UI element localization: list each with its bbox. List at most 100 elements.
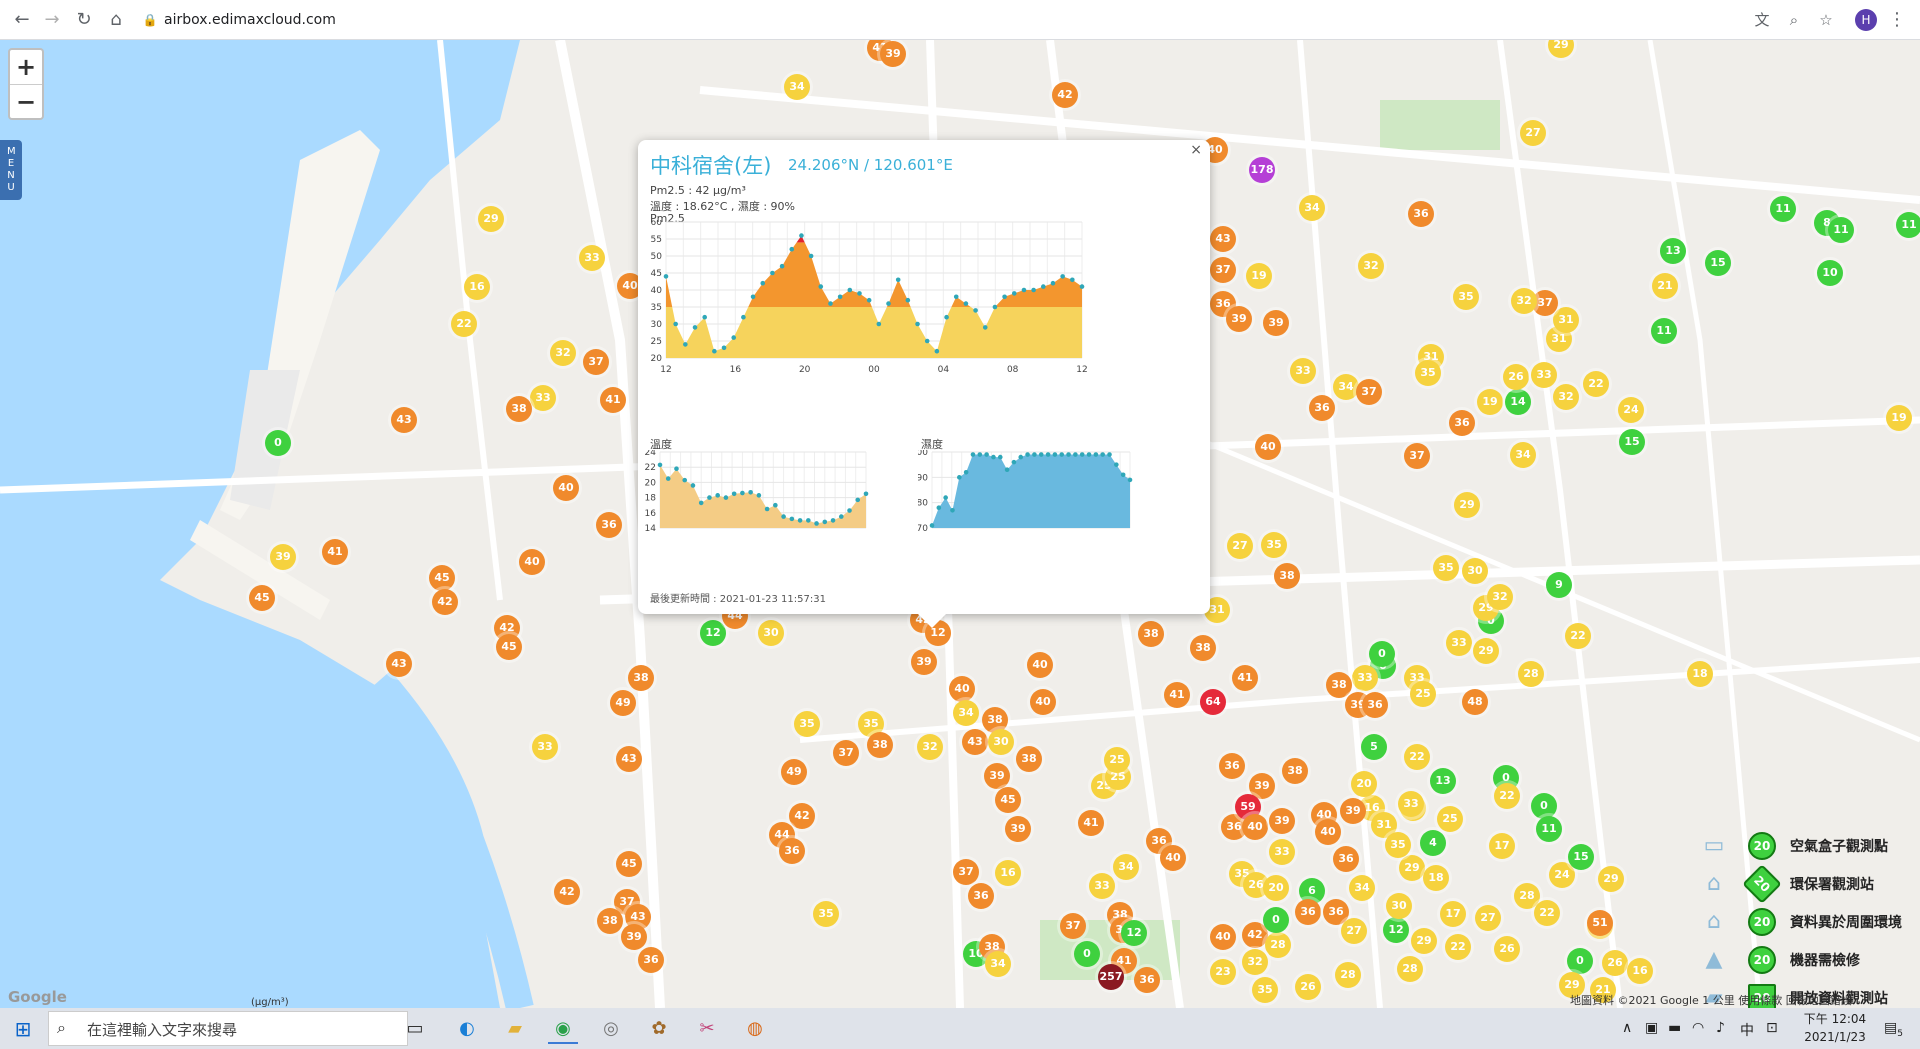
station-marker[interactable]: 37 [1210,257,1236,283]
station-marker[interactable]: 29 [1411,928,1437,954]
station-marker[interactable]: 49 [610,690,636,716]
station-marker[interactable]: 42 [554,879,580,905]
station-marker[interactable]: 29 [1399,855,1425,881]
station-marker[interactable]: 5 [1361,734,1387,760]
station-marker[interactable]: 36 [1210,291,1236,317]
station-marker[interactable]: 15 [1568,844,1594,870]
station-marker[interactable]: 38 [1190,635,1216,661]
address-bar[interactable]: 🔒 airbox.edimaxcloud.com [140,6,1760,34]
station-marker[interactable]: 25 [1410,681,1436,707]
station-marker[interactable]: 36 [968,883,994,909]
home-icon[interactable]: ⌂ [110,9,122,30]
station-marker[interactable]: 21 [1652,273,1678,299]
station-marker[interactable]: 22 [451,311,477,337]
station-marker[interactable]: 29 [1454,492,1480,518]
station-marker[interactable]: 33 [1269,839,1295,865]
station-marker[interactable]: 20 [1263,875,1289,901]
station-marker[interactable]: 34 [1113,854,1139,880]
station-marker[interactable]: 29 [1548,40,1574,58]
station-marker[interactable]: 17 [1440,901,1466,927]
station-marker[interactable]: 38 [1326,672,1352,698]
station-marker[interactable]: 0 [1263,907,1289,933]
station-marker[interactable]: 34 [784,74,810,100]
taskbar-search[interactable]: ⌕ 在這裡輸入文字來搜尋 [48,1011,408,1046]
station-marker[interactable]: 36 [1309,395,1335,421]
station-marker[interactable]: 39 [1005,816,1031,842]
edge-icon[interactable]: ◐ [459,1018,475,1039]
station-marker[interactable]: 11 [1536,816,1562,842]
station-marker[interactable]: 23 [1210,959,1236,985]
station-marker[interactable]: 36 [1362,692,1388,718]
volume-icon[interactable]: ♪ [1716,1020,1725,1036]
map-canvas[interactable]: + − MENU 41 39 34 42 40 178 27 29 33 40 16 22 32 37 41… [0,40,1920,1008]
station-marker[interactable]: 22 [1494,783,1520,809]
station-marker[interactable]: 48 [1462,689,1488,715]
station-marker[interactable]: 36 [1295,899,1321,925]
station-marker[interactable]: 33 [1446,630,1472,656]
station-marker[interactable]: 35 [1261,532,1287,558]
station-marker[interactable]: 38 [867,732,893,758]
station-marker[interactable]: 28 [1335,962,1361,988]
station-marker[interactable]: 32 [1242,949,1268,975]
station-marker[interactable]: 36 [779,838,805,864]
station-marker[interactable]: 33 [1089,873,1115,899]
station-marker[interactable]: 12 [700,620,726,646]
station-marker[interactable]: 35 [813,901,839,927]
station-marker[interactable]: 17 [1489,833,1515,859]
station-marker[interactable]: 35 [794,711,820,737]
station-marker[interactable]: 34 [953,700,979,726]
station-marker[interactable]: 40 [1315,819,1341,845]
menu-tab[interactable]: MENU [0,140,22,200]
station-marker[interactable]: 36 [596,512,622,538]
station-marker[interactable]: 26 [1494,936,1520,962]
zoom-in-button[interactable]: + [10,50,42,85]
station-marker[interactable]: 0 [1369,641,1395,667]
station-marker[interactable]: 39 [621,924,647,950]
station-marker[interactable]: 37 [1060,913,1086,939]
station-marker[interactable]: 34 [985,951,1011,977]
back-arrow-icon[interactable]: ← [14,9,30,30]
station-marker[interactable]: 21 [1590,977,1616,1003]
station-marker[interactable]: 0 [1567,948,1593,974]
station-marker[interactable]: 43 [1210,226,1236,252]
notification-icon[interactable]: ▤5 [1884,1020,1903,1039]
station-marker[interactable]: 16 [1627,958,1653,984]
station-marker[interactable]: 10 [1817,260,1843,286]
station-marker[interactable]: 40 [1210,924,1236,950]
station-marker[interactable]: 37 [833,740,859,766]
station-marker[interactable]: 33 [530,385,556,411]
station-marker[interactable]: 42 [1052,82,1078,108]
station-marker[interactable]: 29 [1559,972,1585,998]
station-marker[interactable]: 22 [1404,744,1430,770]
station-marker[interactable]: 0 [1531,793,1557,819]
station-marker[interactable]: 30 [1462,558,1488,584]
station-marker[interactable]: 39 [1340,798,1366,824]
station-marker[interactable]: 178 [1249,157,1275,183]
popup-close-button[interactable]: × [1190,142,1202,158]
station-marker[interactable]: 22 [1445,934,1471,960]
wifi-icon[interactable]: ◠ [1692,1020,1705,1036]
station-marker[interactable]: 39 [270,544,296,570]
station-marker[interactable]: 37 [1404,443,1430,469]
station-marker[interactable]: 15 [1705,250,1731,276]
station-marker[interactable]: 39 [880,41,906,67]
chrome-icon[interactable]: ◉ [548,1014,578,1044]
station-marker[interactable]: 30 [988,729,1014,755]
station-marker[interactable]: 43 [386,651,412,677]
tray-app-icon[interactable]: ▣ [1645,1020,1659,1036]
app-icon-6[interactable]: ✂ [699,1018,715,1039]
ime-indicator[interactable]: 中 [1740,1023,1754,1039]
station-marker[interactable]: 16 [995,860,1021,886]
ime-mode-icon[interactable]: ⊡ [1766,1020,1778,1036]
reload-icon[interactable]: ↻ [76,9,92,30]
station-marker[interactable]: 28 [1518,661,1544,687]
station-marker[interactable]: 40 [519,549,545,575]
station-marker[interactable]: 26 [1602,950,1628,976]
station-marker[interactable]: 0 [265,430,291,456]
station-marker[interactable]: 24 [1618,397,1644,423]
station-marker[interactable]: 45 [616,851,642,877]
file-explorer-icon[interactable]: ▰ [508,1018,522,1039]
station-marker[interactable]: 40 [1255,434,1281,460]
station-marker[interactable]: 37 [953,859,979,885]
station-marker[interactable]: 33 [1352,665,1378,691]
